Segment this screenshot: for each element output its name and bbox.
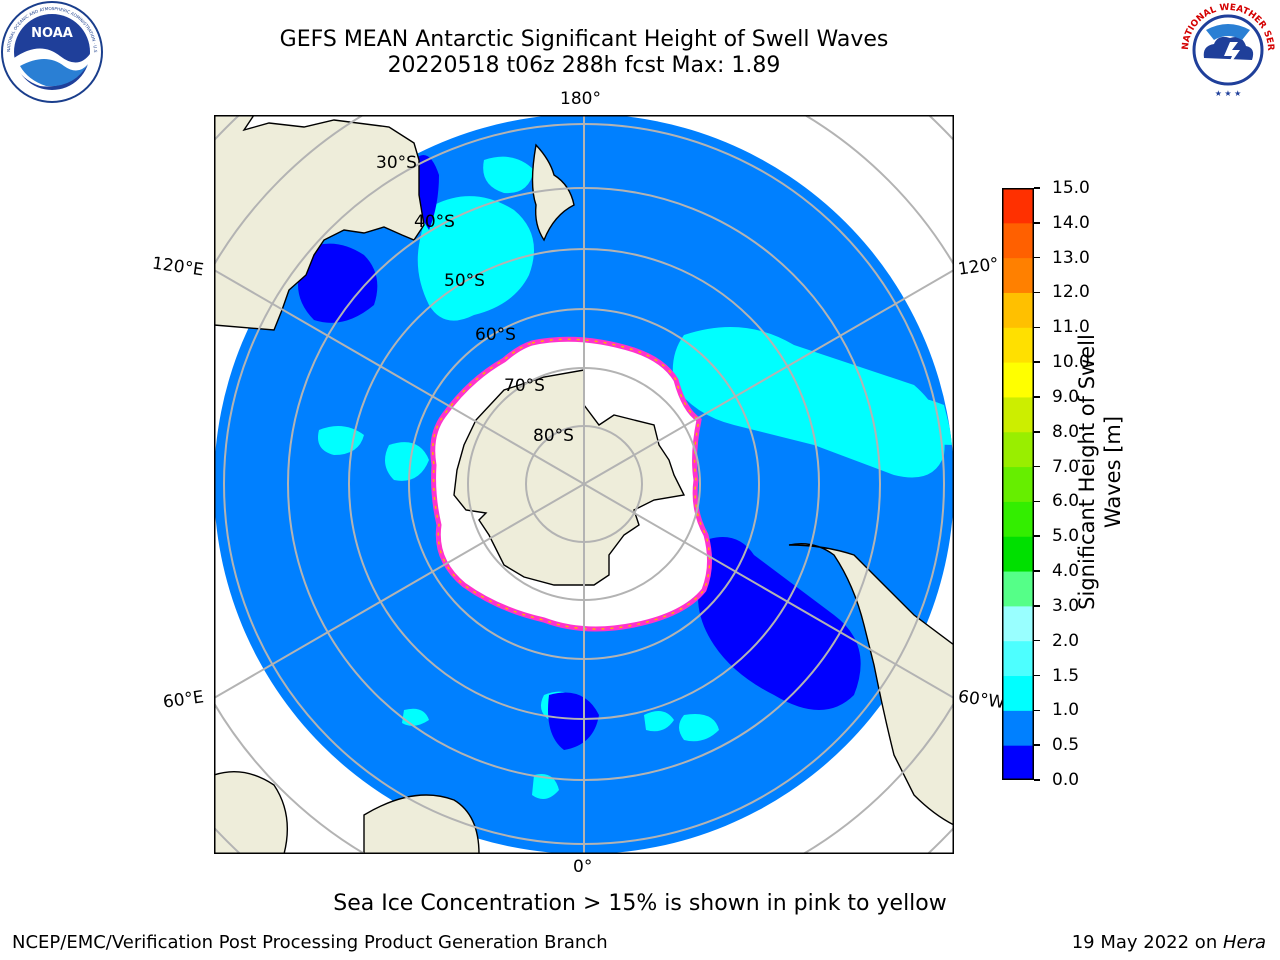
colorbar-segment [1002,745,1034,780]
lat-label-60s: 60°S [475,325,516,345]
swell-0to0.5-patches [298,155,861,750]
colorbar-tick-label: 9.0 [1052,386,1080,407]
colorbar-segment [1002,640,1034,677]
footer-date: 19 May 2022 on [1071,932,1223,953]
colorbar-tick-mark [1034,500,1040,503]
lon-label-60w: 60°W [956,686,1007,714]
colorbar-tick-mark [1034,709,1040,712]
lon-label-120e: 120°E [150,253,205,281]
noaa-logo-text: NOAA [31,26,73,41]
colorbar-tick-mark [1034,605,1040,607]
colorbar-tick-label: 6.0 [1052,491,1080,512]
colorbar-segment [1002,396,1034,433]
colorbar-tick-mark [1034,361,1040,363]
colorbar-tick-mark [1034,222,1040,224]
colorbar-tick-label: 5.0 [1052,526,1080,547]
colorbar-tick-label: 8.0 [1052,421,1080,442]
colorbar-tick-mark [1034,674,1040,677]
colorbar-tick-label: 1.0 [1052,700,1080,721]
antarctica [453,369,686,586]
colorbar-tick-label: 14.0 [1052,212,1090,233]
colorbar-segment [1002,571,1034,607]
colorbar-tick-label: 15.0 [1052,178,1090,198]
colorbar-tick-label: 2.0 [1052,630,1080,651]
graticule [214,115,954,854]
colorbar-tick-mark [1034,187,1040,189]
lon-label-60e: 60°E [161,687,206,713]
colorbar-segment [1002,710,1034,746]
colorbar-segment [1002,188,1034,224]
noaa-logo: NOAA NATIONAL OCEANIC AND ATMOSPHERIC AD… [0,0,103,103]
colorbar-segment [1002,605,1034,642]
colorbar-tick-label: 0.5 [1052,735,1080,756]
colorbar-segment [1002,362,1034,398]
lon-label-0: 0° [573,857,593,877]
sea-ice-note: Sea Ice Concentration > 15% is shown in … [333,891,947,916]
colorbar-tick-label: 12.0 [1052,282,1090,303]
colorbar-tick-mark [1034,396,1040,398]
colorbar [1002,188,1034,780]
lat-label-30s: 30°S [376,153,417,173]
colorbar-segment [1002,536,1034,572]
land-masses [214,115,954,854]
lon-label-120w: 120° [956,254,1001,280]
footer-right: 19 May 2022 on Hera [1072,932,1266,954]
latitude-labels: 30°S 40°S 50°S 60°S 70°S 80°S [376,153,574,446]
colorbar-segment [1002,466,1034,502]
colorbar-tick-label: 1.5 [1052,665,1080,686]
colorbar-tick-mark [1034,326,1040,329]
svg-text:★ ★ ★: ★ ★ ★ [1215,89,1242,98]
colorbar-segment [1002,292,1034,328]
lat-label-50s: 50°S [444,271,485,291]
map-frame [214,115,954,854]
colorbar-label: Significant Height of Swell Waves [m] [1075,334,1125,610]
colorbar-tick-mark [1034,639,1040,642]
colorbar-tick-label: 10.0 [1052,352,1090,373]
colorbar-segment [1002,222,1034,259]
colorbar-tick-mark [1034,779,1040,781]
colorbar-tick-mark [1034,744,1040,746]
lon-label-180: 180° [560,89,601,109]
polar-map: 30°S 40°S 50°S 60°S 70°S 80°S [214,115,954,854]
colorbar-segment [1002,431,1034,468]
colorbar-tick-mark [1034,431,1040,433]
lat-label-70s: 70°S [504,376,545,396]
colorbar-tick-mark [1034,256,1040,259]
colorbar-tick-mark [1034,291,1040,294]
colorbar-tick-label: 3.0 [1052,595,1080,616]
colorbar-tick-mark [1034,535,1040,537]
colorbar-tick-label: 4.0 [1052,561,1080,582]
colorbar-tick-label: 0.0 [1052,770,1080,790]
colorbar-tick-label: 7.0 [1052,456,1080,477]
footer-left: NCEP/EMC/Verification Post Processing Pr… [12,932,608,953]
colorbar-tick-mark [1034,570,1040,572]
colorbar-segment [1002,257,1034,293]
colorbar-tick-mark [1034,465,1040,468]
chart-subtitle: 20220518 t06z 288h fcst Max: 1.89 [387,53,781,78]
colorbar-segment [1002,501,1034,537]
colorbar-segment [1002,675,1034,711]
chart-title: GEFS MEAN Antarctic Significant Height o… [279,27,889,52]
colorbar-tick-label: 13.0 [1052,247,1090,268]
colorbar-tick-label: 11.0 [1052,317,1090,338]
nws-logo: NATIONAL WEATHER SERVICE ★ ★ ★ [1176,0,1276,98]
lat-label-80s: 80°S [533,426,574,446]
colorbar-segment [1002,327,1034,363]
footer-machine: Hera [1222,932,1266,953]
lat-label-40s: 40°S [414,212,455,232]
